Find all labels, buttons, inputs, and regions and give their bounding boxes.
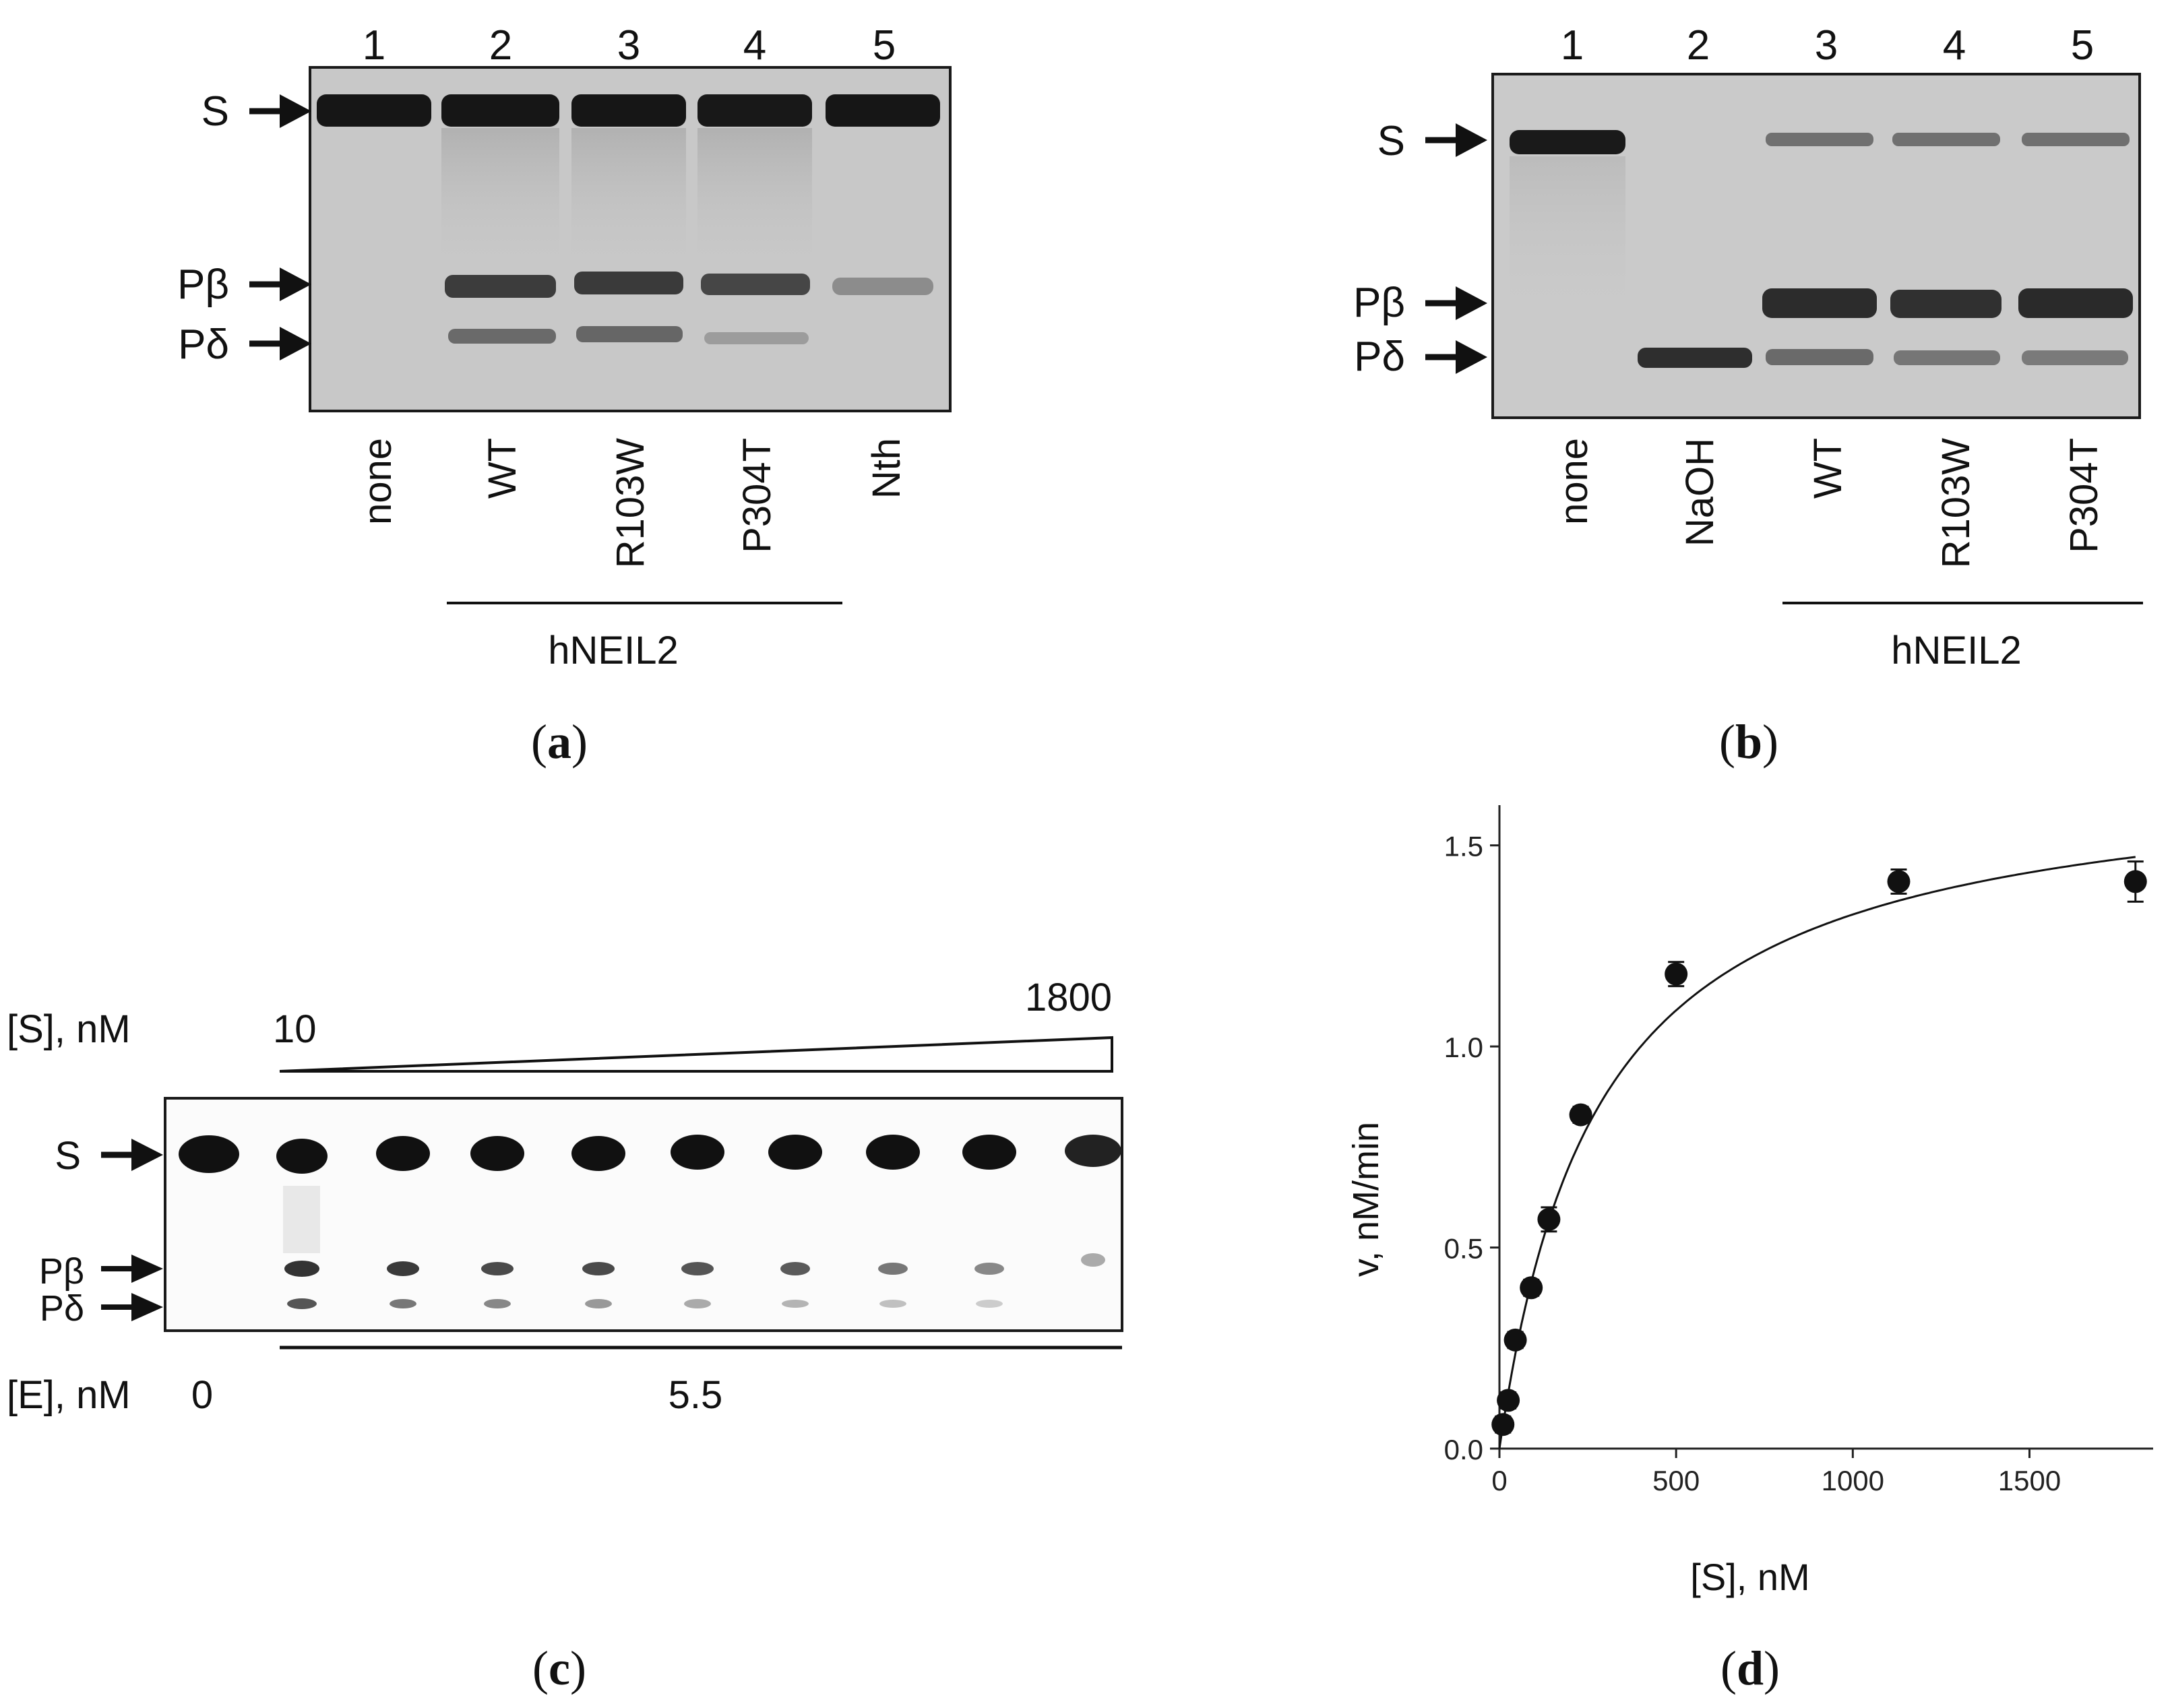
band-label-s: S	[201, 88, 229, 135]
lane-number: 2	[1687, 22, 1710, 69]
band-label-s: S	[1377, 118, 1405, 164]
band-label-pdelta: Pδ	[40, 1288, 84, 1329]
band-label-pdelta: Pδ	[1354, 334, 1405, 380]
lane-label: WT	[1806, 438, 1850, 499]
data-point	[1887, 870, 1911, 893]
band-label-s: S	[55, 1134, 81, 1178]
lane-label: R103W	[609, 438, 652, 569]
lane-number: 1	[1561, 22, 1584, 69]
lane-label: R103W	[1934, 438, 1978, 569]
lane-number: 4	[1943, 22, 1966, 69]
arrow-icon	[1425, 340, 1487, 374]
lane-number: 4	[743, 22, 766, 69]
lane-number: 2	[489, 22, 512, 69]
arrow-icon	[249, 327, 311, 360]
band-label-pbeta: Pβ	[39, 1251, 84, 1292]
arrow-icon	[249, 267, 311, 301]
enzyme-value: 5.5	[669, 1373, 723, 1417]
arrow-icon	[1425, 286, 1487, 320]
data-point	[1497, 1389, 1520, 1412]
enzyme-zero: 0	[191, 1373, 213, 1417]
lane-label: P304T	[2062, 438, 2106, 553]
lane-number: 3	[617, 22, 640, 69]
lane-label: none	[1552, 438, 1596, 525]
x-tick-label: 1000	[1822, 1465, 1884, 1496]
panel-caption: (a)	[531, 715, 588, 769]
lane-label: WT	[480, 438, 524, 499]
x-axis-label: [S], nM	[1690, 1556, 1809, 1598]
lane-number: 3	[1815, 22, 1838, 69]
kinetics-chart: 0.0 0.5 1.0 1.5 0 500 1000 1500	[1444, 805, 2153, 1496]
substrate-min: 10	[273, 1007, 317, 1051]
y-tick-label: 0.0	[1444, 1434, 1483, 1465]
lane-label: NaOH	[1678, 438, 1722, 546]
fit-curve	[1498, 856, 2136, 1449]
panel-d: 0.0 0.5 1.0 1.5 0 500 1000 1500 v, nM/min [S], …	[1346, 805, 2153, 1695]
panel-caption: (b)	[1719, 715, 1778, 769]
arrow-icon	[101, 1255, 163, 1283]
lane-number: 1	[363, 22, 385, 69]
y-axis-label: v, nM/min	[1346, 1122, 1386, 1277]
lane-number: 5	[2071, 22, 2094, 69]
concentration-wedge	[279, 1036, 1113, 1073]
enzyme-label: [E], nM	[7, 1373, 131, 1417]
band-label-pdelta: Pδ	[178, 321, 229, 368]
panel-c: [S], nM 10 1800	[7, 976, 1123, 1695]
substrate-max: 1800	[1025, 976, 1112, 1019]
band-label-pbeta: Pβ	[1353, 280, 1405, 326]
data-point	[1569, 1103, 1592, 1127]
gel-a-lanes	[317, 94, 940, 344]
band-label-pbeta: Pβ	[177, 261, 229, 308]
y-tick-label: 1.5	[1444, 831, 1483, 862]
lane-label: P304T	[735, 438, 779, 553]
lane-label: none	[356, 438, 400, 525]
lane-label: Nth	[865, 438, 908, 499]
panel-a: 1 2 3 4 5 S Pβ Pδ none WT R103W P304T Nt…	[177, 22, 952, 769]
arrow-icon	[101, 1293, 163, 1321]
data-point	[1537, 1207, 1561, 1231]
x-tick-label: 1500	[1998, 1465, 2061, 1496]
y-tick-label: 0.5	[1444, 1233, 1483, 1265]
lane-number: 5	[873, 22, 896, 69]
substrate-label: [S], nM	[7, 1007, 131, 1051]
data-point	[1491, 1413, 1515, 1436]
panel-b: 1 2 3 4 5 S Pβ Pδ none NaOH WT R103W P30…	[1353, 22, 2143, 769]
x-tick-label: 500	[1652, 1465, 1700, 1496]
panel-caption: (d)	[1720, 1641, 1780, 1695]
data-point	[1665, 962, 1688, 986]
data-point	[1520, 1276, 1543, 1300]
gel-c-lanes	[179, 1135, 1121, 1309]
x-tick-label: 0	[1491, 1465, 1507, 1496]
arrow-icon	[101, 1139, 163, 1171]
group-label: hNEIL2	[548, 629, 678, 672]
group-label: hNEIL2	[1891, 629, 2021, 672]
gel-c	[164, 1097, 1123, 1332]
panel-caption: (c)	[532, 1641, 586, 1695]
arrow-icon	[249, 94, 311, 128]
gel-b-lanes	[1510, 130, 2133, 368]
data-point	[2123, 870, 2147, 893]
data-point	[1503, 1328, 1527, 1352]
arrow-icon	[1425, 123, 1487, 157]
y-tick-label: 1.0	[1444, 1032, 1483, 1063]
